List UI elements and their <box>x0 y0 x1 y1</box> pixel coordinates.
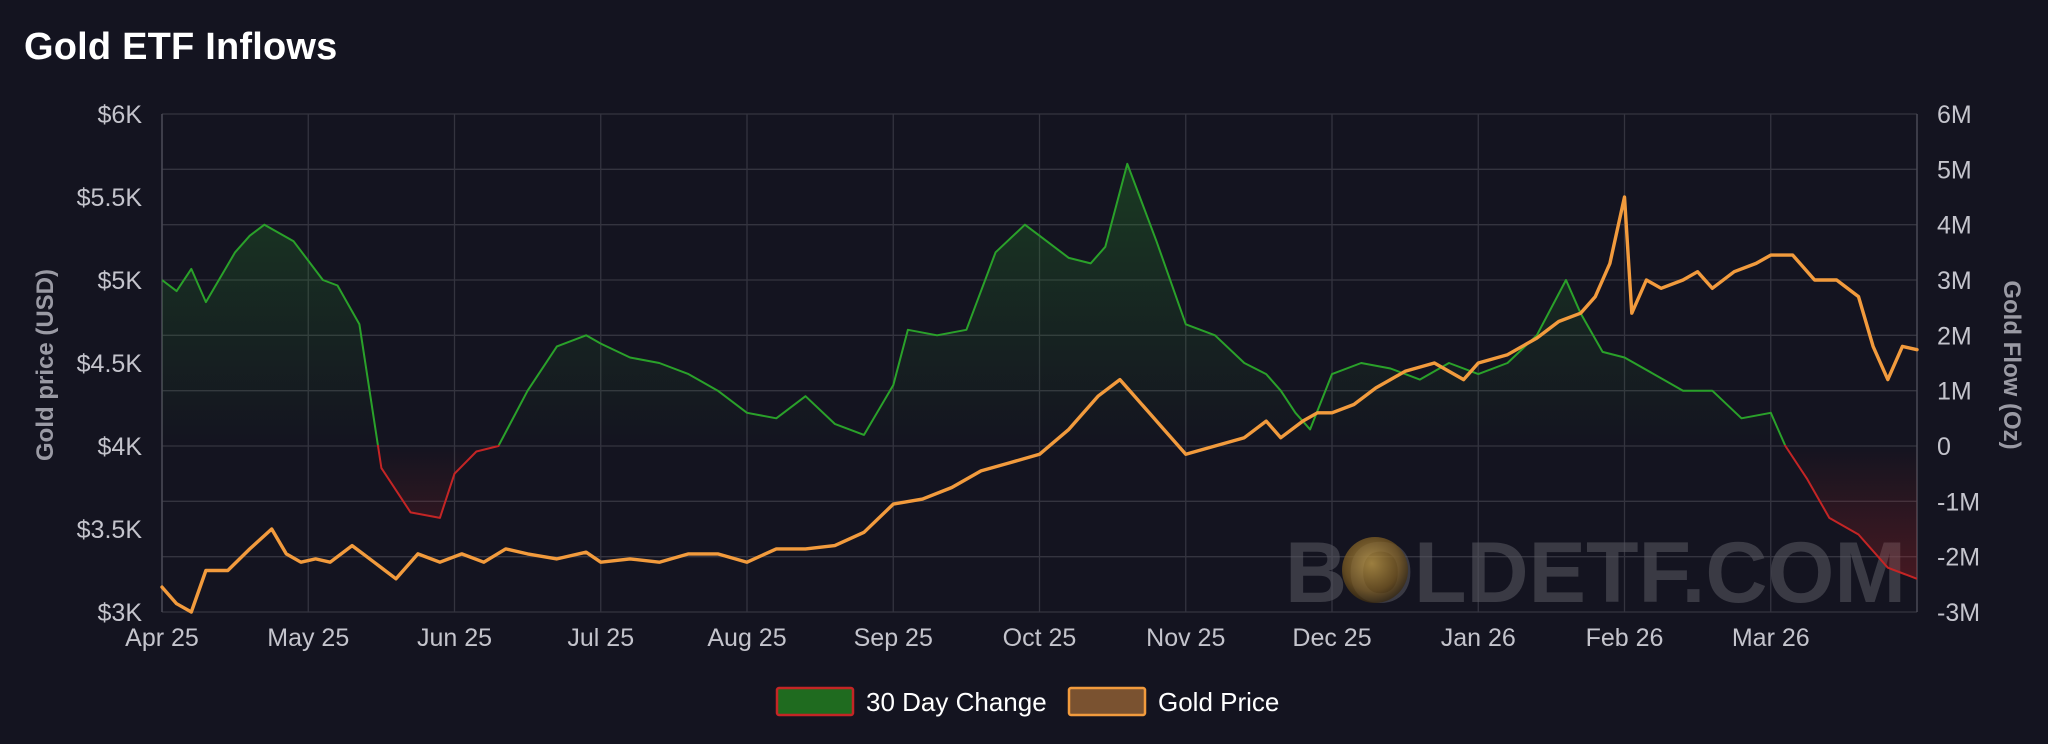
y-right-tick-label: 0 <box>1937 433 1951 461</box>
y-right-tick-label: 1M <box>1937 378 1972 406</box>
x-tick-label: Jan 26 <box>1441 624 1516 652</box>
y-right-tick-label: 4M <box>1937 212 1972 240</box>
flow-area <box>162 163 1917 579</box>
x-tick-label: Mar 26 <box>1732 624 1810 652</box>
flow-line-positive <box>162 162 1787 445</box>
x-tick-label: Sep 25 <box>854 624 933 652</box>
x-tick-label: Dec 25 <box>1292 624 1371 652</box>
y-right-tick-label: -1M <box>1937 488 1980 516</box>
y-right-tick-label: 3M <box>1937 267 1972 295</box>
y-left-tick-label: $3.5K <box>77 516 143 544</box>
legend-label-30-day-change: 30 Day Change <box>866 687 1047 717</box>
chart-title: Gold ETF Inflows <box>24 26 338 68</box>
x-tick-label: Feb 26 <box>1586 624 1664 652</box>
legend-label-gold-price: Gold Price <box>1158 687 1279 717</box>
legend: 30 Day Change Gold Price <box>775 686 1279 717</box>
gold-price-line <box>160 195 1919 614</box>
legend-swatch-30-day-change <box>775 686 855 717</box>
y-axis-right-title: Gold Flow (Oz) <box>1998 280 2025 449</box>
y-right-tick-label: 5M <box>1937 156 1972 184</box>
y-left-tick-label: $5K <box>98 267 143 295</box>
y-right-tick-label: -2M <box>1937 544 1980 572</box>
x-tick-label: Jun 25 <box>417 624 492 652</box>
legend-item-gold-price[interactable]: Gold Price <box>1067 686 1279 717</box>
y-left-tick-label: $4.5K <box>77 350 143 378</box>
x-tick-label: Jul 25 <box>567 624 634 652</box>
x-tick-label: Oct 25 <box>1003 624 1077 652</box>
x-tick-label: May 25 <box>267 624 349 652</box>
x-tick-label: Aug 25 <box>707 624 786 652</box>
legend-swatch-gold-price <box>1067 686 1147 717</box>
y-axis-right: 6M 5M 4M 3M 2M 1M 0 -1M -2M -3M <box>1937 101 1980 627</box>
y-left-tick-label: $6K <box>98 101 143 129</box>
legend-item-30-day-change[interactable]: 30 Day Change <box>775 686 1047 717</box>
series <box>160 162 1919 614</box>
y-right-tick-label: 2M <box>1937 322 1972 350</box>
y-right-tick-label: 6M <box>1937 101 1972 129</box>
y-left-tick-label: $5.5K <box>77 184 143 212</box>
watermark: BOLDETF.COM <box>1285 525 1906 621</box>
x-tick-label: Nov 25 <box>1146 624 1225 652</box>
watermark-coin-icon <box>1342 537 1408 603</box>
y-axis-left-title: Gold price (USD) <box>32 269 59 461</box>
flow-area-positive <box>162 163 1785 445</box>
y-right-tick-label: -3M <box>1937 599 1980 627</box>
flow-line-negative <box>376 445 1917 580</box>
y-left-tick-label: $4K <box>98 433 143 461</box>
x-tick-label: Apr 25 <box>125 624 199 652</box>
y-axis-left: $6K $5.5K $5K $4.5K $4K $3.5K $3K <box>77 101 143 627</box>
y-left-tick-label: $3K <box>98 599 143 627</box>
x-axis: Apr 25 May 25 Jun 25 Jul 25 Aug 25 Sep 25 Oct … <box>125 624 1809 652</box>
